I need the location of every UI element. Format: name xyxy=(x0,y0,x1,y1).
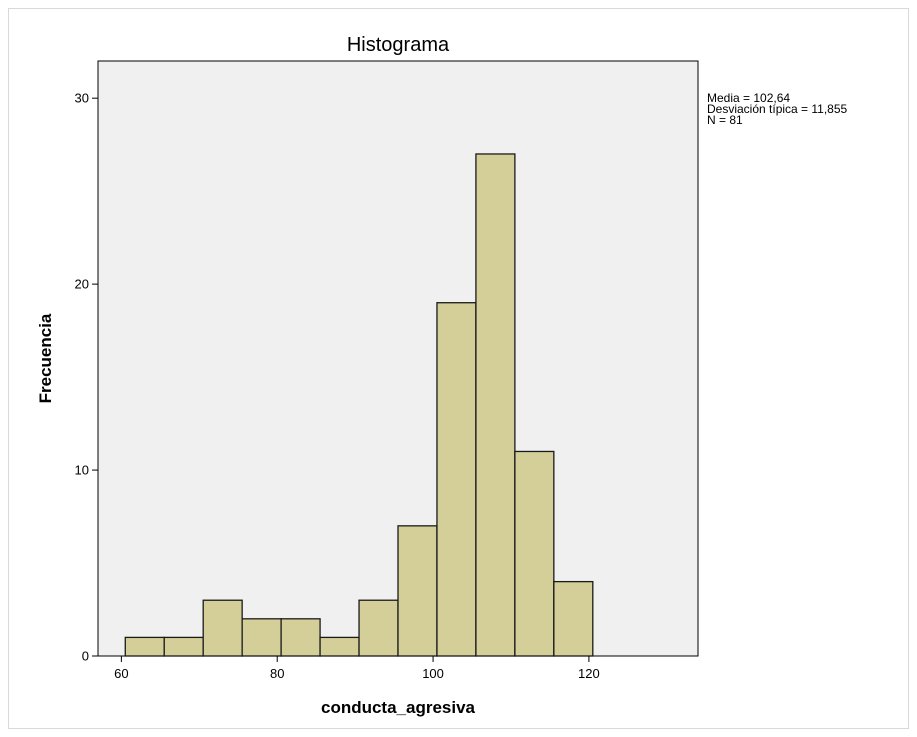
histogram-bar xyxy=(202,599,243,657)
histogram-bar xyxy=(397,525,438,657)
histogram-bar xyxy=(553,580,594,657)
histogram-bar xyxy=(241,618,282,657)
stats-n: N = 81 xyxy=(707,113,743,127)
histogram-bar xyxy=(163,636,204,657)
stats-std-dev: Desviación típica = 11,855 xyxy=(707,102,848,116)
axes-group: 60 80 100 120 0 10 20 30 xyxy=(75,91,600,681)
y-tick-label: 30 xyxy=(75,91,89,106)
histogram-chart: 60 80 100 120 0 10 20 30 Histograma conducta_ag… xyxy=(36,34,848,717)
histogram-bar xyxy=(475,153,516,657)
x-axis-label: conducta_agresiva xyxy=(321,698,476,717)
histogram-bar xyxy=(358,599,399,657)
stats-legend: Media = 102,64 Desviación típica = 11,85… xyxy=(707,91,848,127)
histogram-bar xyxy=(280,618,321,657)
chart-frame: 60 80 100 120 0 10 20 30 Histograma conducta_ag… xyxy=(8,8,909,729)
x-tick-label: 60 xyxy=(114,666,128,681)
y-tick-label: 20 xyxy=(75,277,89,292)
histogram-bar xyxy=(514,450,555,657)
x-tick-label: 120 xyxy=(578,666,600,681)
histogram-bar xyxy=(124,636,165,657)
stats-mean: Media = 102,64 xyxy=(707,91,790,105)
x-tick-label: 80 xyxy=(270,666,284,681)
histogram-bar xyxy=(319,636,360,657)
y-axis-label: Frecuencia xyxy=(36,313,55,403)
chart-title: Histograma xyxy=(347,34,450,56)
histogram-bar xyxy=(436,302,477,657)
y-tick-label: 10 xyxy=(75,463,89,478)
bars-group xyxy=(124,153,594,657)
x-tick-label: 100 xyxy=(422,666,444,681)
y-tick-label: 0 xyxy=(82,649,89,664)
